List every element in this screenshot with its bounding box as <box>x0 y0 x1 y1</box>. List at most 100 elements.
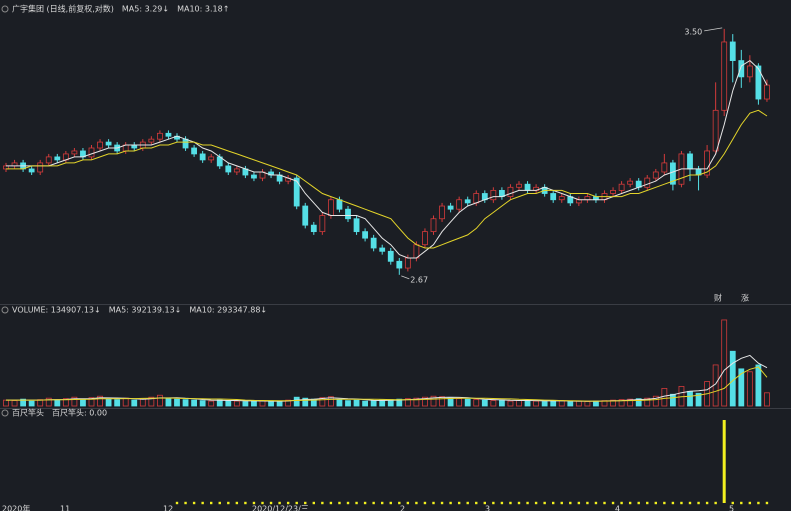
pane-icon <box>1 306 9 314</box>
indicator-dot <box>543 501 546 505</box>
candle-body <box>28 168 35 173</box>
volume-bar <box>610 399 616 407</box>
high-annotation: 3.50 <box>684 27 702 36</box>
candle-body <box>370 237 377 249</box>
indicator-dot <box>654 501 657 505</box>
candle-body <box>490 189 497 201</box>
candle-body <box>456 199 463 210</box>
volume-bar <box>652 395 659 407</box>
candle-body <box>550 193 557 201</box>
pane-legend: MA10: 293347.88↓ <box>189 306 267 315</box>
candle-body <box>37 162 44 173</box>
candle-body <box>627 180 634 185</box>
candle-body <box>165 132 172 137</box>
indicator-dot <box>671 501 675 505</box>
candle-body <box>387 250 394 262</box>
x-axis-label: 2 <box>400 505 405 511</box>
indicator-dot <box>338 501 341 505</box>
volume-bar <box>430 395 437 407</box>
x-axis-label: 3 <box>485 505 490 511</box>
indicator-dot <box>560 501 563 505</box>
pane-legend: 百尺竿头 <box>12 408 44 418</box>
volume-bar <box>302 397 309 407</box>
volume-bar <box>80 398 86 407</box>
volume-bar <box>216 399 223 407</box>
volume-bar <box>156 394 163 407</box>
volume-bar <box>473 399 480 407</box>
candle-body <box>251 174 257 179</box>
indicator-dot <box>688 501 692 505</box>
indicator-dot <box>210 501 213 505</box>
candle-body <box>396 260 403 269</box>
indicator-dot <box>286 501 290 505</box>
indicator-dot <box>321 501 324 505</box>
annotation-arrow <box>704 27 723 32</box>
volume-bar <box>362 400 369 407</box>
volume-bar <box>456 398 463 407</box>
candle-body <box>618 183 625 191</box>
indicator-dot <box>440 501 444 505</box>
volume-bar <box>593 400 599 407</box>
indicator-dot <box>244 501 247 505</box>
candle-body <box>575 199 582 204</box>
volume-bar <box>550 400 557 407</box>
indicator-dot <box>757 501 760 505</box>
volume-bar <box>97 395 103 407</box>
volume-bar <box>541 401 548 407</box>
volume-bar <box>627 398 634 407</box>
x-axis-label: 11 <box>60 505 70 511</box>
volume-bar <box>490 400 497 407</box>
pane-legend: VOLUME: 134907.13↓ <box>12 306 101 315</box>
pane-icon <box>1 409 9 417</box>
indicator-dot <box>355 501 358 505</box>
indicator-dot <box>646 501 649 505</box>
volume-bar <box>413 397 420 407</box>
candle-body <box>661 162 668 173</box>
candle-body <box>362 231 369 239</box>
volume-bar <box>670 393 676 407</box>
volume-bar <box>71 396 78 407</box>
candle-body <box>516 183 522 188</box>
low-annotation: 2.67 <box>410 275 428 284</box>
annotation-arrow <box>401 275 410 280</box>
volume-bar <box>533 400 539 407</box>
candle-body <box>670 162 676 185</box>
indicator-dot <box>500 501 504 505</box>
indicator-dot <box>175 501 179 505</box>
candle-body <box>105 141 112 146</box>
indicator-dot <box>628 501 632 505</box>
volume-bar <box>233 400 240 407</box>
volume-bar <box>575 400 582 407</box>
candle-body <box>88 147 95 158</box>
volume-bar <box>567 401 574 407</box>
volume-bar <box>516 400 522 407</box>
volume-bar <box>584 401 591 407</box>
indicator-dot <box>483 501 486 505</box>
indicator-dot <box>218 501 221 505</box>
volume-bar <box>174 398 180 407</box>
indicator-stick <box>722 420 726 503</box>
indicator-dot <box>381 501 384 505</box>
volume-bar <box>558 400 565 407</box>
candle-body <box>148 138 155 143</box>
indicator-dot <box>748 501 752 505</box>
candle-body <box>182 138 189 149</box>
candle-body <box>558 196 565 201</box>
volume-bar <box>507 400 514 407</box>
volume-bar <box>644 397 651 407</box>
indicator-dot <box>329 501 333 505</box>
indicator-dot <box>517 501 521 505</box>
indicator-dot <box>235 501 239 505</box>
event-marker: 涨 <box>741 293 749 303</box>
volume-bar <box>20 398 27 407</box>
candle-body <box>610 189 616 194</box>
volume-bar <box>276 401 283 407</box>
volume-bar <box>687 390 693 407</box>
x-axis-label: 2020年 <box>2 504 30 511</box>
candle-body <box>507 186 514 198</box>
volume-bar <box>105 398 112 407</box>
candle-body <box>404 257 411 269</box>
indicator-dot <box>346 501 350 505</box>
indicator-dot <box>714 501 717 505</box>
volume-bar <box>661 387 668 407</box>
